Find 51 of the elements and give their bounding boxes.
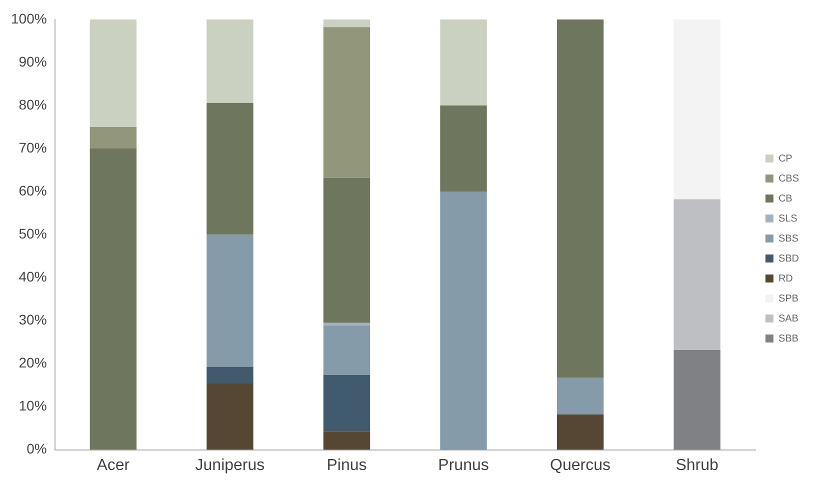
y-tick-label: 60%	[18, 182, 47, 198]
bar	[323, 431, 370, 450]
bar	[206, 384, 254, 450]
legend-label: CBS	[778, 173, 800, 184]
legend-label: SPB	[778, 293, 799, 304]
legend-label: SLS	[778, 213, 798, 224]
bar	[323, 27, 370, 178]
bar	[206, 102, 254, 235]
legend-label: SBB	[778, 333, 799, 344]
bar	[674, 19, 720, 200]
bar	[674, 350, 720, 450]
bar	[90, 148, 137, 450]
bar	[440, 192, 487, 450]
legend-label: RD	[778, 273, 793, 284]
x-tick-label: Prunus	[438, 456, 489, 474]
y-tick-label: 50%	[18, 225, 47, 242]
x-tick-label: Shrub	[676, 456, 718, 474]
bar	[674, 199, 720, 350]
x-tick-label: Juniperus	[195, 456, 265, 474]
legend-label: SBD	[778, 253, 799, 264]
y-tick-label: 80%	[18, 96, 47, 112]
bar	[323, 374, 370, 432]
y-tick-label: 30%	[18, 312, 47, 328]
y-tick-label: 0%	[26, 440, 47, 457]
bar	[323, 325, 370, 375]
bar	[323, 19, 370, 28]
y-tick-label: 90%	[18, 53, 47, 70]
x-tick-label: Acer	[96, 456, 130, 474]
x-tick-label: Quercus	[550, 456, 611, 474]
legend-label: CB	[778, 193, 793, 204]
y-tick-label: 70%	[18, 139, 47, 156]
bar	[556, 378, 604, 415]
bar	[556, 19, 604, 378]
x-tick-label: Pinus	[326, 456, 367, 474]
bar	[323, 178, 370, 323]
y-tick-label: 10%	[18, 398, 47, 414]
bar	[90, 19, 137, 127]
bar	[206, 19, 254, 103]
legend-label: CP	[778, 153, 793, 164]
bar	[206, 234, 254, 367]
y-tick-label: 40%	[18, 268, 47, 284]
legend-label: SAB	[778, 313, 799, 324]
bar	[440, 105, 487, 192]
legend-label: SBS	[778, 233, 799, 244]
bar	[323, 322, 370, 326]
y-tick-label: 100%	[10, 10, 47, 26]
y-tick-label: 20%	[18, 354, 47, 371]
bar	[556, 414, 604, 450]
bar	[206, 366, 254, 384]
bar	[440, 19, 487, 106]
bar	[90, 127, 137, 149]
